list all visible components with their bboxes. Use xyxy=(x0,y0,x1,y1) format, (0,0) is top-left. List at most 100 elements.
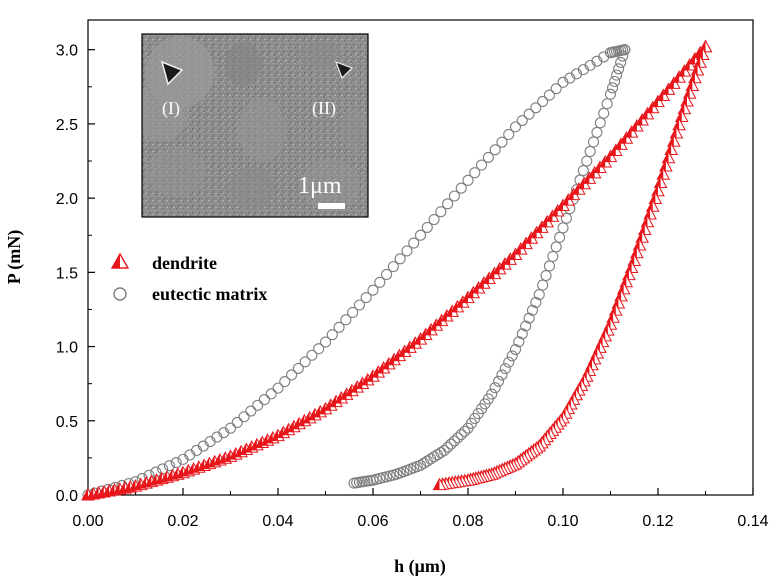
dendrite-point-fill xyxy=(625,126,632,138)
eutectic-point xyxy=(394,253,406,265)
dendrite-point-fill xyxy=(398,345,405,357)
y-axis-title: P (mN) xyxy=(4,230,25,284)
dendrite-point-fill xyxy=(688,71,695,83)
dendrite-point-fill xyxy=(240,443,247,455)
dendrite-point-fill xyxy=(208,455,215,467)
eutectic-point xyxy=(170,457,182,469)
dendrite-point-fill xyxy=(670,126,677,138)
eutectic-point xyxy=(550,241,562,253)
x-axis-title: h (μm) xyxy=(394,556,446,577)
eutectic-point xyxy=(526,304,539,316)
dendrite-point-fill xyxy=(82,489,88,500)
y-tick-label: 3.0 xyxy=(56,43,78,60)
eutectic-point xyxy=(319,336,332,348)
x-tick-label: 0.02 xyxy=(167,513,198,530)
eutectic-point xyxy=(418,457,430,469)
eutectic-point xyxy=(496,369,508,381)
dendrite-point-fill xyxy=(129,480,136,492)
dendrite-point-fill xyxy=(509,248,516,260)
dendrite-point-fill xyxy=(256,436,263,448)
dendrite-point-fill xyxy=(630,120,637,132)
eutectic-point xyxy=(543,89,555,101)
eutectic-point xyxy=(401,245,413,257)
dendrite-point-fill xyxy=(272,429,278,441)
dendrite-point-fill xyxy=(694,56,701,68)
eutectic-point xyxy=(381,268,393,281)
indent-mark-1 xyxy=(160,60,184,86)
eutectic-point xyxy=(584,145,596,158)
dendrite-point-fill xyxy=(498,258,505,270)
dendrite-point-fill xyxy=(683,87,690,99)
eutectic-point xyxy=(408,237,420,249)
dendrite-point-fill xyxy=(636,113,643,125)
x-tick-label: 0.04 xyxy=(262,513,293,530)
dendrite-point-fill xyxy=(683,59,690,71)
eutectic-point xyxy=(619,44,631,56)
dendrite-point-fill xyxy=(393,349,400,361)
eutectic-point xyxy=(496,136,508,148)
eutectic-point xyxy=(503,356,515,368)
dendrite-point-fill xyxy=(361,373,368,385)
eutectic-point xyxy=(414,229,427,241)
eutectic-point xyxy=(598,107,610,119)
dendrite-point-fill xyxy=(667,135,674,147)
dendrite-point-fill xyxy=(696,48,703,60)
dendrite-point-fill xyxy=(155,472,162,484)
dendrite-point-fill xyxy=(293,417,300,429)
dendrite-point-fill xyxy=(546,210,553,222)
x-tick-label: 0.12 xyxy=(642,513,673,530)
legend-marker-eutectic xyxy=(113,287,127,301)
eutectic-point xyxy=(163,460,175,472)
legend-label-dendrite: dendrite xyxy=(152,253,217,273)
legend-label-eutectic: eutectic matrix xyxy=(152,284,267,304)
dendrite-point-fill xyxy=(430,319,437,331)
dendrite-point-fill xyxy=(140,477,147,489)
dendrite-point-fill xyxy=(525,232,532,244)
dendrite-point-fill xyxy=(97,486,104,498)
dendrite-point-fill xyxy=(662,151,669,163)
eutectic-point xyxy=(428,213,440,226)
dendrite-point-fill xyxy=(187,463,194,475)
dendrite-point-fill xyxy=(345,384,352,396)
dendrite-point-fill xyxy=(620,132,627,144)
dendrite-point-fill xyxy=(435,314,442,326)
dendrite-point-fill xyxy=(593,161,600,173)
eutectic-point xyxy=(557,222,569,234)
y-tick-label: 1.5 xyxy=(56,265,78,282)
eutectic-point xyxy=(606,82,619,94)
eutectic-point xyxy=(499,363,511,375)
dendrite-point-fill xyxy=(567,188,574,200)
dendrite-point-fill xyxy=(103,485,110,497)
eutectic-point xyxy=(455,429,467,441)
dendrite-point-fill xyxy=(477,277,484,289)
dendrite-point-fill xyxy=(659,159,666,171)
dendrite-point-fill xyxy=(483,272,490,284)
dendrite-point-fill xyxy=(118,482,125,494)
inset-label-2: (II) xyxy=(312,98,336,119)
x-axis: 0.00 0.02 0.04 0.06 0.08 0.10 0.12 0.14 xyxy=(72,488,769,530)
eutectic-point xyxy=(492,375,505,387)
dendrite-point-fill xyxy=(382,357,389,369)
dendrite-point-fill xyxy=(298,414,305,426)
dendrite-point-fill xyxy=(219,452,226,464)
eutectic-point xyxy=(577,165,589,177)
dendrite-point-fill xyxy=(633,238,640,250)
dendrite-point-fill xyxy=(203,457,210,469)
eutectic-point xyxy=(421,221,433,233)
indent-mark-2 xyxy=(334,60,354,80)
dendrite-point-fill xyxy=(493,262,500,274)
y-tick-label: 0.0 xyxy=(56,488,78,505)
dendrite-point-fill xyxy=(108,484,115,496)
eutectic-point xyxy=(313,343,325,355)
eutectic-point xyxy=(435,206,447,218)
eutectic-point xyxy=(348,477,360,489)
dendrite-point-fill xyxy=(686,79,693,91)
dendrite-point-fill xyxy=(314,405,321,417)
dendrite-point-fill xyxy=(665,143,672,155)
eutectic-point xyxy=(445,438,457,450)
eutectic-point xyxy=(374,276,386,288)
eutectic-point xyxy=(530,296,542,309)
dendrite-point-fill xyxy=(681,94,688,106)
dendrite-point-fill xyxy=(92,487,99,499)
dendrite-point-fill xyxy=(551,204,558,216)
